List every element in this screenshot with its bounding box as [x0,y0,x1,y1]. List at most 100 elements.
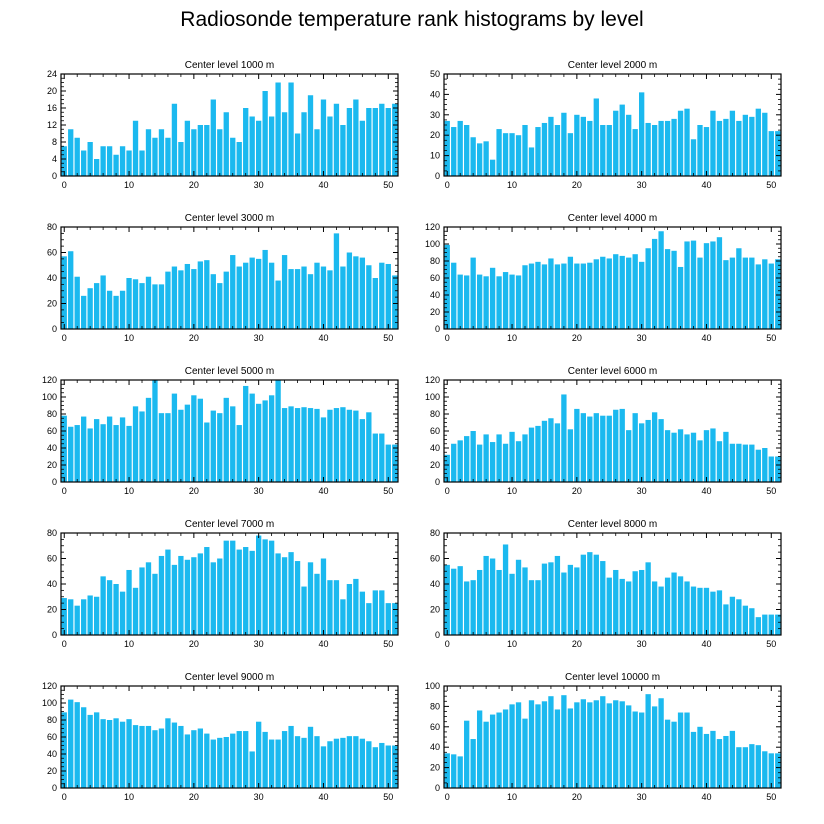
bar [651,581,658,635]
bar [639,569,645,635]
bar [353,256,359,329]
bar [509,133,515,176]
panel-title: Center level 6000 m [568,366,658,377]
bar [444,564,450,635]
bar [178,409,184,482]
bar [126,150,132,176]
y-tick-label: 16 [47,103,57,113]
bar [268,395,275,482]
x-tick-label: 40 [318,180,328,190]
bar [165,718,171,788]
x-tick-label: 50 [766,792,776,802]
x-tick-label: 40 [701,333,711,343]
bar [541,701,548,788]
bar [281,557,288,635]
bar [281,255,288,329]
bar [288,725,294,788]
bar [522,434,528,482]
bar [775,614,781,635]
bar [392,444,398,482]
y-tick-label: 60 [47,426,57,436]
bar [171,564,178,635]
bar [301,737,307,788]
bar [528,147,535,176]
bar [249,550,255,635]
bar [613,110,619,176]
bar [327,409,333,482]
bar [61,146,67,176]
bar [262,249,268,329]
bar [535,127,541,176]
bar [314,129,320,176]
panel-5: Center level 5000 m 0 20 40 60 80 100 120 0 10 20 3… [42,366,399,496]
bar [626,257,632,329]
x-tick-label: 20 [572,486,582,496]
bar [470,431,476,482]
bar [74,702,80,788]
bar [74,605,80,635]
x-tick-label: 40 [701,792,711,802]
bar [651,125,658,176]
bar [710,428,716,482]
panel-1: Center level 1000 m 0 4 8 12 16 20 24 0 10 20 30 40 5… [47,60,399,190]
bar [93,159,100,176]
bar [126,719,132,788]
bar [600,696,606,788]
bar [496,129,502,176]
bar [366,741,372,788]
y-tick-label: 80 [47,409,57,419]
bar [464,436,470,482]
y-tick-label: 20 [430,307,440,317]
bar [243,385,249,482]
bar [119,146,126,176]
x-tick-label: 50 [383,639,393,649]
bar [561,572,567,635]
x-tick-label: 20 [189,639,199,649]
x-tick-label: 10 [124,180,134,190]
bar [93,283,100,329]
bar [204,733,210,788]
bar [736,248,742,329]
bar [600,415,606,482]
bar [145,397,152,482]
bar [178,142,184,176]
bar [677,110,684,176]
bar [346,736,353,788]
bar [165,549,171,635]
bar [535,704,541,788]
bar [275,280,281,329]
bar [275,380,281,482]
bar [690,731,697,788]
bar [580,116,586,176]
y-tick-label: 20 [47,766,57,776]
bar [217,737,223,788]
bar [483,276,489,329]
panel-title: Center level 7000 m [185,519,275,530]
bar [320,417,327,482]
bar [483,721,489,788]
bar [288,552,294,635]
bar [444,120,450,176]
bar [197,261,203,329]
y-tick-label: 20 [47,86,57,96]
bar [509,274,515,329]
bar [379,433,385,482]
bar [184,120,191,176]
bar [496,569,502,635]
bar [703,587,710,635]
bar [106,580,113,635]
bar [81,707,87,788]
x-tick-label: 20 [189,486,199,496]
bar [645,419,651,482]
bar [100,275,106,329]
bar [619,408,625,482]
bar [736,599,742,635]
bar [152,284,158,329]
y-tick-label: 40 [430,443,440,453]
y-tick-label: 40 [430,742,440,752]
bar [93,596,100,635]
bar [567,256,574,329]
bar [262,91,268,176]
bar [606,125,612,176]
bar [768,753,774,788]
